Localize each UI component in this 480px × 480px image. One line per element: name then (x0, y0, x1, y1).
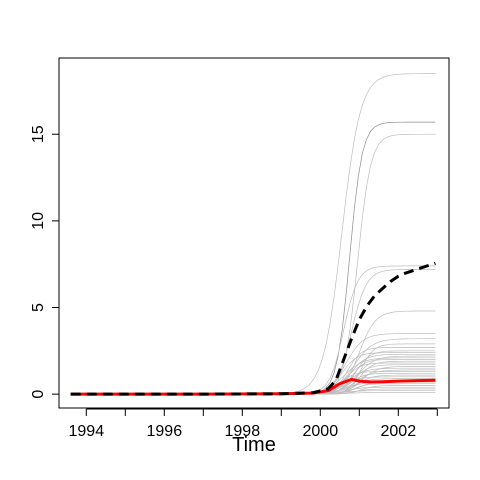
y-tick-label: 5 (30, 303, 47, 312)
red-series-line (70, 377, 436, 396)
y-axis: 0 5 10 15 (30, 125, 60, 399)
y-tick-label: 0 (30, 390, 47, 399)
x-tick-label: 1996 (147, 423, 183, 440)
background-series-line (70, 366, 436, 395)
x-axis-title: Time (232, 434, 276, 456)
x-tick-label: 2002 (381, 423, 417, 440)
y-tick-label: 15 (30, 125, 47, 143)
background-series-line (70, 376, 436, 395)
background-series-line (70, 265, 436, 395)
dashed-black-series-line (70, 261, 436, 396)
background-series-group (70, 73, 436, 395)
plot-frame (58, 57, 450, 409)
x-tick-label: 1994 (69, 423, 105, 440)
x-tick-label: 2000 (303, 423, 339, 440)
background-series-line (70, 355, 436, 395)
y-tick-label: 10 (30, 212, 47, 230)
background-series-line (70, 364, 436, 395)
background-series-line (70, 333, 436, 395)
x-axis: 1994 1996 1998 2000 2002 (69, 408, 438, 440)
background-series-line (70, 374, 436, 395)
background-series-line (70, 121, 436, 395)
background-series-line (70, 353, 436, 395)
highlighted-series-group (70, 261, 436, 396)
background-series-line (70, 269, 436, 395)
x-tick-label: 1998 (225, 423, 261, 440)
